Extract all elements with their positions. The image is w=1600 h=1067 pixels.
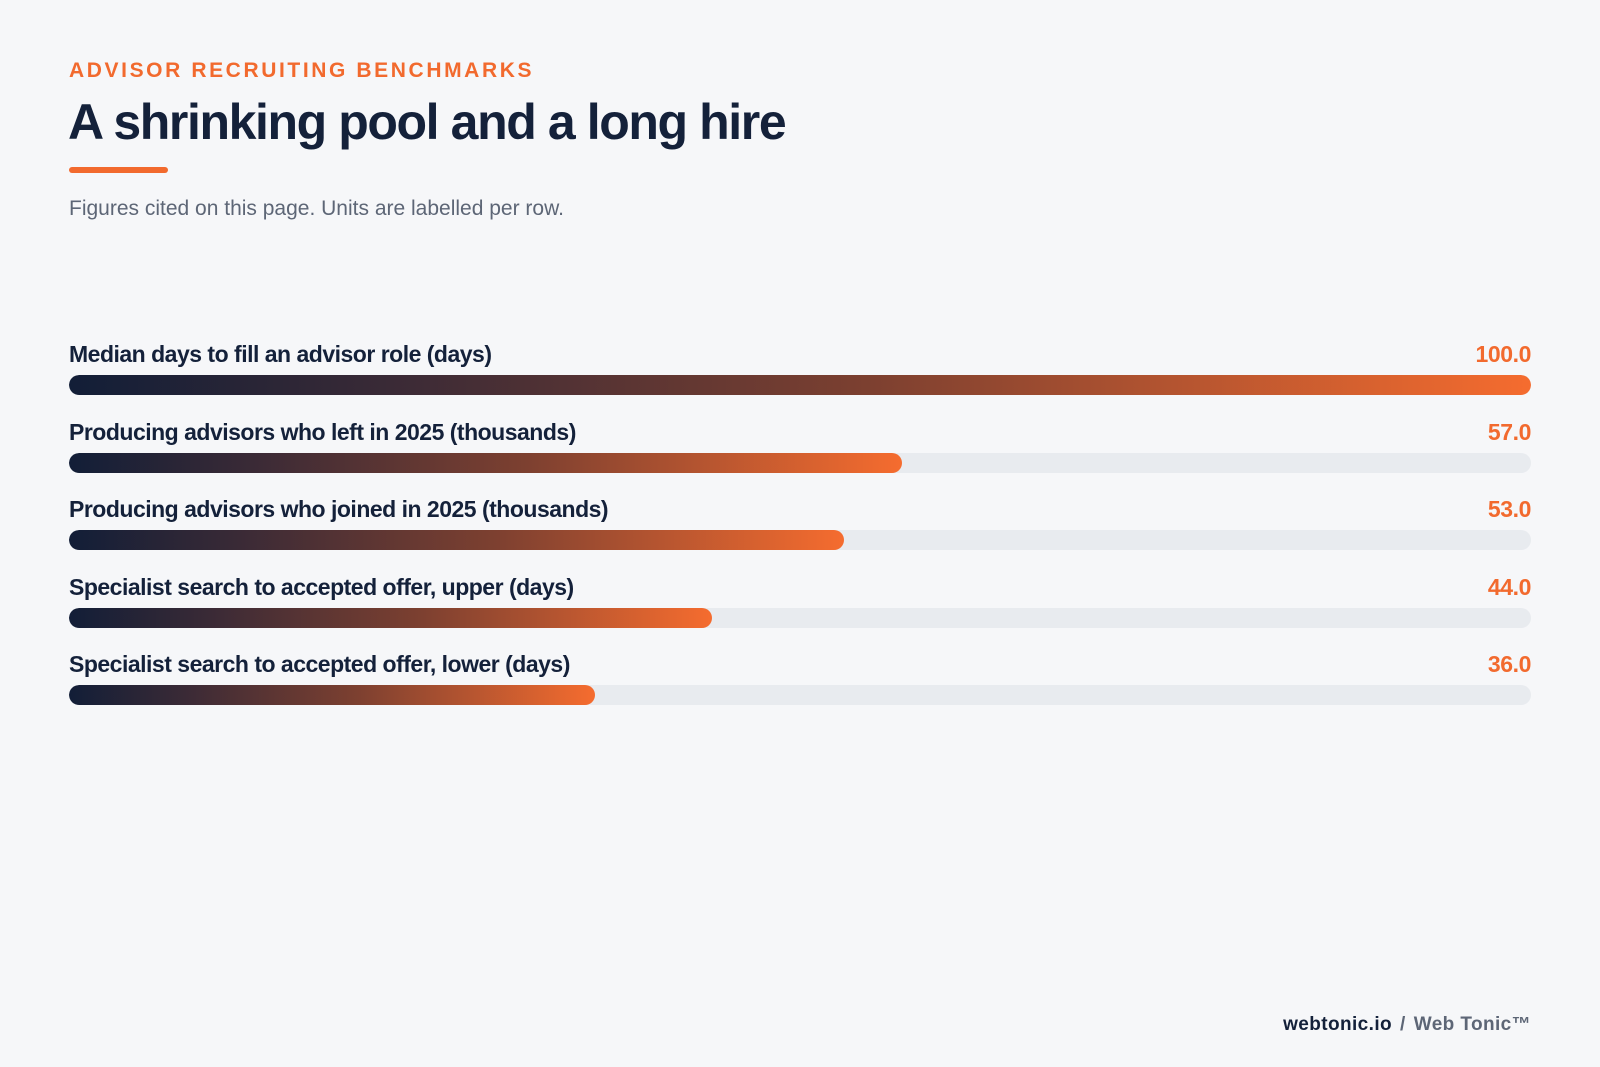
bar-track — [69, 685, 1531, 705]
bar-value-label: 53.0 — [1487, 496, 1532, 522]
bar — [69, 530, 844, 550]
bar-value-label: 57.0 — [1487, 418, 1532, 445]
bar-label: Specialist search to accepted offer, low… — [69, 651, 570, 677]
bar — [69, 607, 713, 628]
bar-label: Median days to fill an advisor role (day… — [69, 341, 492, 367]
title-accent-rule — [69, 167, 168, 173]
kicker: ADVISOR RECRUITING BENCHMARKS — [69, 59, 535, 82]
subtitle: Figures cited on this page. Units are la… — [69, 197, 564, 220]
bar-label: Producing advisors who left in 2025 (tho… — [69, 418, 576, 445]
bar — [69, 685, 596, 705]
bar-row: Producing advisors who left in 2025 (tho… — [69, 414, 1531, 492]
bar-row: Producing advisors who joined in 2025 (t… — [69, 491, 1531, 569]
footer-credit: webtonic.io / Web Tonic™ — [1283, 1013, 1531, 1037]
footer-separator: / — [1400, 1014, 1406, 1035]
page-title: A shrinking pool and a long hire — [68, 94, 787, 150]
bar-label: Specialist search to accepted offer, upp… — [69, 573, 574, 600]
bar-track — [69, 607, 1531, 628]
bar-row: Specialist search to accepted offer, upp… — [69, 569, 1531, 647]
bar — [69, 375, 1531, 395]
bar-row: Specialist search to accepted offer, low… — [69, 646, 1531, 724]
bar-track — [69, 452, 1531, 473]
footer-site: webtonic.io — [1283, 1014, 1393, 1035]
bar-label: Producing advisors who joined in 2025 (t… — [69, 496, 609, 522]
bar-value-label: 100.0 — [1475, 341, 1531, 367]
bar-track — [69, 530, 1531, 550]
bar-row: Median days to fill an advisor role (day… — [69, 336, 1531, 414]
bar-track — [69, 375, 1531, 395]
bar — [69, 452, 903, 473]
bar-value-label: 36.0 — [1487, 651, 1532, 677]
bar-chart: Median days to fill an advisor role (day… — [69, 336, 1531, 724]
bar-value-label: 44.0 — [1487, 573, 1532, 600]
footer-brand: Web Tonic™ — [1413, 1014, 1531, 1035]
